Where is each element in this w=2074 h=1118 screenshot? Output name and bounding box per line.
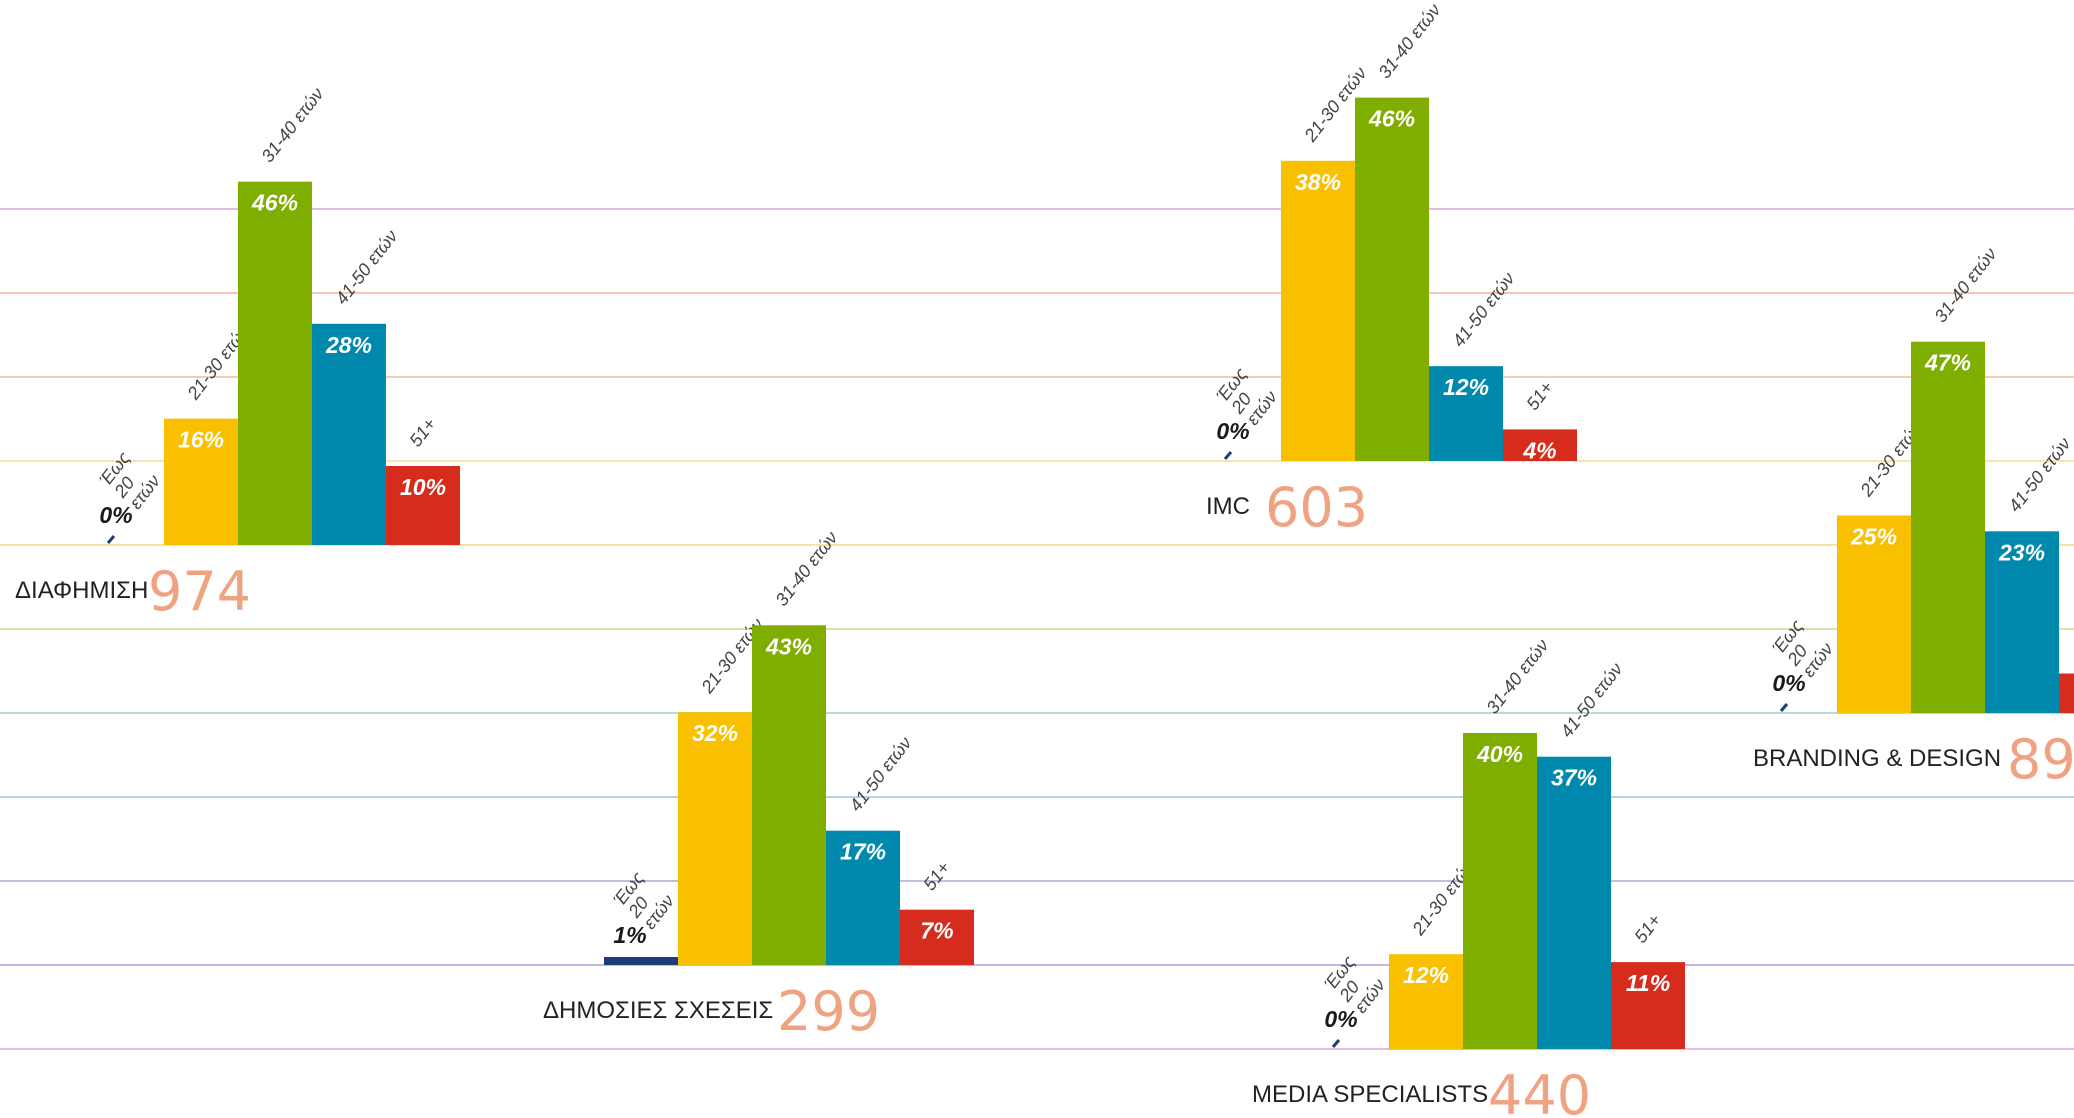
bar-31-40 — [238, 181, 312, 545]
group-name: IMC — [1206, 493, 1250, 520]
bar-21-30 — [1281, 160, 1355, 462]
bar-41-50 — [826, 830, 900, 965]
bar-51-plus — [2059, 673, 2074, 713]
group-count: 440 — [1488, 1064, 1591, 1118]
value-label: 40% — [1476, 741, 1523, 767]
value-label: 23% — [1998, 539, 2045, 565]
bar-under-20 — [1223, 451, 1233, 460]
value-label: 43% — [765, 633, 812, 659]
category-label: 41-50 ετών — [1448, 269, 1518, 351]
category-label: 31-40 ετών — [257, 84, 327, 166]
value-label: 46% — [251, 190, 298, 216]
group-count: 603 — [1265, 476, 1368, 539]
bar-21-30 — [678, 712, 752, 965]
bar-51-plus — [900, 909, 974, 965]
bar-31-40 — [752, 625, 826, 965]
value-label: 46% — [1368, 106, 1415, 132]
group-name: MEDIA SPECIALISTS — [1252, 1081, 1488, 1108]
value-label: 12% — [1443, 374, 1489, 400]
category-label: 51+ — [405, 414, 440, 450]
group-name: BRANDING & DESIGN — [1753, 745, 2001, 772]
bar-51-plus — [386, 466, 460, 545]
bar-41-50 — [312, 323, 386, 545]
value-label: 47% — [1924, 350, 1971, 376]
bar-41-50 — [1429, 366, 1503, 461]
value-label: 37% — [1551, 765, 1597, 791]
category-label: 51+ — [1522, 377, 1557, 413]
bar-51-plus — [1503, 429, 1577, 461]
value-label: 25% — [1850, 524, 1897, 550]
bar-41-50 — [1985, 531, 2059, 713]
category-label: 31-40 ετών — [1482, 635, 1552, 717]
category-label: 41-50 ετών — [845, 733, 915, 815]
bar-21-30 — [1389, 954, 1463, 1049]
value-label: 7% — [920, 918, 953, 944]
group-count: 299 — [777, 980, 880, 1043]
bar-under-20 — [1779, 703, 1789, 712]
bar-51-plus — [1611, 962, 1685, 1049]
category-label: 51+ — [919, 858, 954, 894]
bar-under-20 — [604, 957, 678, 965]
value-label: 11% — [1626, 970, 1670, 996]
value-label: 0% — [1772, 670, 1805, 696]
value-label: 0% — [1324, 1006, 1357, 1032]
value-label: 17% — [840, 839, 886, 865]
value-label: 4% — [1522, 437, 1556, 463]
value-label: 38% — [1295, 169, 1341, 195]
value-label: 12% — [1403, 962, 1449, 988]
value-label: 10% — [400, 474, 446, 500]
category-label: 41-50 ετών — [1556, 659, 1626, 741]
bar-21-30 — [164, 418, 238, 545]
category-label: 51+ — [1630, 910, 1665, 946]
bar-31-40 — [1463, 733, 1537, 1049]
category-label: 31-40 ετών — [1374, 0, 1444, 82]
bar-31-40 — [1911, 341, 1985, 713]
category-label: 41-50 ετών — [331, 226, 401, 308]
group-count: 89 — [2007, 728, 2074, 791]
bar-21-30 — [1837, 515, 1911, 713]
bar-under-20 — [106, 535, 116, 544]
bar-41-50 — [1537, 756, 1611, 1049]
category-label: 31-40 ετών — [771, 528, 841, 610]
value-label: 0% — [1216, 418, 1249, 444]
group-count: 974 — [148, 560, 251, 623]
group-name: ΔΗΜΟΣΙΕΣ ΣΧΕΣΕΙΣ — [543, 997, 773, 1024]
value-label: 32% — [692, 720, 738, 746]
category-label: 41-50 ετών — [2004, 434, 2074, 516]
value-label: 1% — [613, 922, 646, 948]
category-label: 31-40 ετών — [1930, 244, 2000, 326]
bar-31-40 — [1355, 97, 1429, 461]
value-label: 28% — [325, 332, 372, 358]
group-name: ΔΙΑΦΗΜΙΣΗ — [15, 577, 148, 604]
value-label: 16% — [178, 427, 224, 453]
bar-under-20 — [1331, 1039, 1341, 1048]
value-label: 0% — [99, 502, 132, 528]
